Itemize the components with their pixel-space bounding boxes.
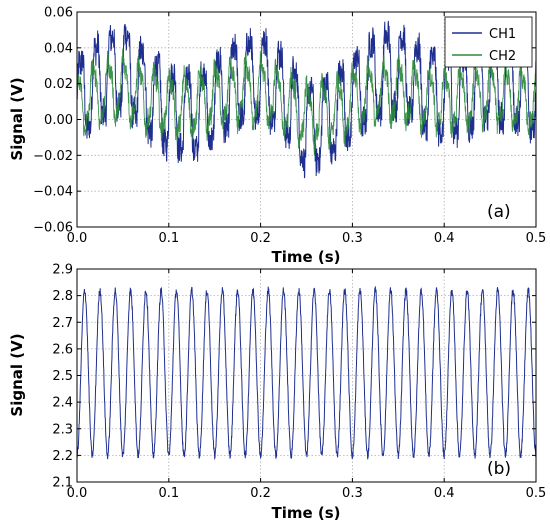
x-tick-label: 0.5 bbox=[526, 486, 547, 501]
y-tick-label: 2.8 bbox=[52, 289, 73, 304]
y-tick-label: −0.06 bbox=[33, 221, 73, 236]
x-axis-label-b: Time (s) bbox=[271, 504, 340, 522]
series-line-b-1 bbox=[77, 285, 536, 461]
y-tick-label: 2.4 bbox=[52, 396, 73, 411]
legend-box bbox=[444, 16, 533, 68]
y-tick-label: −0.02 bbox=[33, 149, 73, 164]
y-tick-label: 0.00 bbox=[44, 113, 73, 128]
panel-label-b: (b) bbox=[487, 459, 511, 479]
y-tick-label: 2.2 bbox=[52, 449, 73, 464]
series-line-a-1 bbox=[77, 20, 536, 179]
legend: CH1 CH2 bbox=[444, 16, 533, 68]
x-tick-label: 0.2 bbox=[250, 231, 271, 246]
y-tick-label: −0.04 bbox=[33, 185, 73, 200]
y-tick-label: 2.1 bbox=[52, 476, 73, 491]
series-group-b bbox=[77, 285, 536, 461]
grid-b bbox=[77, 269, 536, 482]
panel-label-a: (a) bbox=[487, 202, 511, 222]
y-tick-label: 2.6 bbox=[52, 342, 73, 357]
x-tick-label: 0.4 bbox=[434, 231, 455, 246]
x-axis-label-a: Time (s) bbox=[271, 248, 340, 266]
x-tick-label: 0.1 bbox=[158, 231, 179, 246]
x-tick-label: 0.4 bbox=[434, 486, 455, 501]
y-tick-label: 0.02 bbox=[44, 77, 73, 92]
y-tick-label: 2.9 bbox=[52, 263, 73, 278]
x-tick-label: 0.0 bbox=[67, 231, 88, 246]
x-tick-label: 0.5 bbox=[526, 231, 547, 246]
plot-frame-b bbox=[76, 268, 537, 483]
chart-b: 0.0 0.1 0.2 0.3 0.4 0.5 2.1 2.2 2.3 2.4 2.5 2.6 2.7 2… bbox=[8, 263, 546, 523]
x-tick-label: 0.0 bbox=[67, 486, 88, 501]
y-tick-label: 0.06 bbox=[44, 6, 73, 21]
x-tick-label: 0.3 bbox=[342, 486, 363, 501]
y-tick-label: 2.7 bbox=[52, 316, 73, 331]
chart-a: 0.0 0.1 0.2 0.3 0.4 0.5 −0.06 −0.04 −0.02 0.00 0.0… bbox=[8, 6, 546, 267]
y-tick-label: 0.04 bbox=[44, 41, 73, 56]
y-tick-label: 2.5 bbox=[52, 369, 73, 384]
y-axis-label-a: Signal (V) bbox=[8, 77, 26, 160]
x-tick-label: 0.3 bbox=[342, 231, 363, 246]
ticks-a: 0.0 0.1 0.2 0.3 0.4 0.5 −0.06 −0.04 −0.02 0.00 0.0… bbox=[33, 6, 546, 247]
x-tick-label: 0.1 bbox=[158, 486, 179, 501]
y-axis-label-b: Signal (V) bbox=[8, 333, 26, 416]
y-tick-label: 2.3 bbox=[52, 422, 73, 437]
legend-label-ch2: CH2 bbox=[489, 49, 516, 64]
legend-label-ch1: CH1 bbox=[489, 27, 516, 42]
x-tick-label: 0.2 bbox=[250, 486, 271, 501]
ticks-b: 0.0 0.1 0.2 0.3 0.4 0.5 2.1 2.2 2.3 2.4 2.5 2.6 2.7 2… bbox=[52, 263, 546, 502]
